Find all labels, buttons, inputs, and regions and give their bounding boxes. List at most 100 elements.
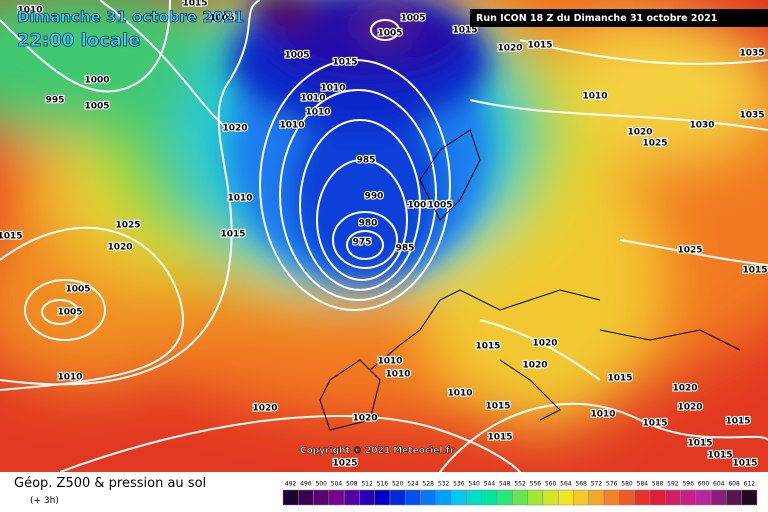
isobar-label: 1015 xyxy=(220,230,245,240)
colorbar-cell xyxy=(420,489,437,506)
isobar-label: 1005 xyxy=(84,102,109,112)
isobar-label: 975 xyxy=(353,238,372,248)
isobar-label: 1010 xyxy=(17,6,42,16)
legend-subtitle: (+ 3h) xyxy=(30,496,59,506)
isobar-label: 1010 xyxy=(305,108,330,118)
isobar-label: 1030 xyxy=(689,121,714,131)
colorbar-label: 540 xyxy=(468,481,480,488)
isobar-label: 990 xyxy=(365,192,384,202)
isobar-label: 1010 xyxy=(279,121,304,131)
colorbar-cell xyxy=(665,489,681,506)
colorbar-label: 600 xyxy=(698,481,710,488)
colorbar-label: 564 xyxy=(560,481,572,488)
legend-title: Géop. Z500 & pression au sol xyxy=(14,476,206,491)
colorbar-label: 584 xyxy=(637,481,649,488)
colorbar-label: 608 xyxy=(728,481,740,488)
colorbar-cell xyxy=(466,489,483,506)
isobar-label: 1025 xyxy=(332,459,357,469)
colorbar-label: 556 xyxy=(530,481,542,488)
colorbar-cell xyxy=(405,489,421,506)
isobar-label: 1010 xyxy=(582,92,607,102)
isobar-label: 1005 xyxy=(209,14,234,24)
isobar-label: 985 xyxy=(357,156,376,166)
isobar-label: 1020 xyxy=(532,339,557,349)
colorbar-cell xyxy=(557,489,574,506)
isobar-label: 1005 xyxy=(57,308,82,318)
isobar-label: 1035 xyxy=(739,49,764,59)
colorbar-label: 512 xyxy=(361,481,373,488)
isobar-label: 1015 xyxy=(642,419,667,429)
isobar-label: 1015 xyxy=(527,41,552,51)
isobar-label: 1015 xyxy=(607,374,632,384)
colorbar-cell xyxy=(389,489,406,506)
isobar-label: 1020 xyxy=(352,414,377,424)
isobar-label: 1025 xyxy=(115,221,140,231)
isobar-label: 1015 xyxy=(732,459,757,469)
isobar-label: 1025 xyxy=(642,139,667,149)
isobar-label: 1015 xyxy=(452,26,477,36)
date-label: Dimanche 31 octobre 2021 xyxy=(17,8,244,26)
colorbar-cell xyxy=(588,489,605,506)
colorbar-label: 532 xyxy=(438,481,450,488)
isobar-label: 1010 xyxy=(57,373,82,383)
isobar-label: 1015 xyxy=(725,417,750,427)
colorbar-label: 496 xyxy=(300,481,312,488)
colorbar-cell xyxy=(680,489,697,506)
colorbar-cell xyxy=(481,489,498,506)
colorbar-label: 500 xyxy=(315,481,327,488)
isobar-label: 1010 xyxy=(227,194,252,204)
colorbar-label: 504 xyxy=(331,481,343,488)
colorbar-cell xyxy=(542,489,559,506)
isobar-label: 1020 xyxy=(497,44,522,54)
colorbar-label: 516 xyxy=(377,481,389,488)
isobar-label: 1015 xyxy=(0,232,23,242)
colorbar-cell xyxy=(634,489,651,506)
colorbar-cell xyxy=(496,489,513,506)
colorbar: 492 496 500 504 508 512 516 520 524 528 532 536 540 5… xyxy=(282,481,758,506)
isobar-label: 1020 xyxy=(107,243,132,253)
isobar-label: 1020 xyxy=(522,361,547,371)
colorbar-cell xyxy=(619,489,635,506)
isobar-label: 1020 xyxy=(677,403,702,413)
isobar-label: 1005 xyxy=(427,201,452,211)
colorbar-cell xyxy=(726,489,742,506)
colorbar-cell xyxy=(359,489,375,506)
isobar-label: 980 xyxy=(359,219,378,229)
run-bar xyxy=(470,9,768,27)
coastlines xyxy=(319,129,741,431)
isobar-label: 1020 xyxy=(627,128,652,138)
time-label: 22:00 locale xyxy=(17,30,140,51)
isobar-label: 1015 xyxy=(687,439,712,449)
colorbar-label: 572 xyxy=(591,481,603,488)
isobar-label: 985 xyxy=(396,244,415,254)
isobar-label: 1020 xyxy=(672,384,697,394)
colorbar-label: 544 xyxy=(484,481,496,488)
colorbar-label: 588 xyxy=(652,481,664,488)
colorbar-label: 536 xyxy=(453,481,465,488)
colorbar-label: 508 xyxy=(346,481,358,488)
colorbar-cell xyxy=(282,489,299,506)
isobar-label: 1010 xyxy=(377,357,402,367)
colorbar-cell xyxy=(741,489,758,506)
copyright: Copyright © 2021 Meteociel.fr xyxy=(300,446,455,456)
colorbar-cell xyxy=(649,489,666,506)
colorbar-label: 568 xyxy=(575,481,587,488)
isobar-label: 1015 xyxy=(742,266,767,276)
isobars xyxy=(0,0,768,472)
isobar-label: 1025 xyxy=(677,246,702,256)
isobar-label: 1015 xyxy=(182,0,207,9)
colorbar-cell xyxy=(512,489,528,506)
colorbar-cell xyxy=(695,489,712,506)
isobar-label: 1015 xyxy=(485,402,510,412)
isobar-label: 1015 xyxy=(332,58,357,68)
isobar-label: 1005 xyxy=(65,285,90,295)
colorbar-cell xyxy=(603,489,620,506)
colorbar-cell xyxy=(328,489,345,506)
colorbar-label: 528 xyxy=(423,481,435,488)
isobar-label: 1005 xyxy=(400,14,425,24)
isobar-label: 1010 xyxy=(300,94,325,104)
colorbar-label: 612 xyxy=(744,481,756,488)
